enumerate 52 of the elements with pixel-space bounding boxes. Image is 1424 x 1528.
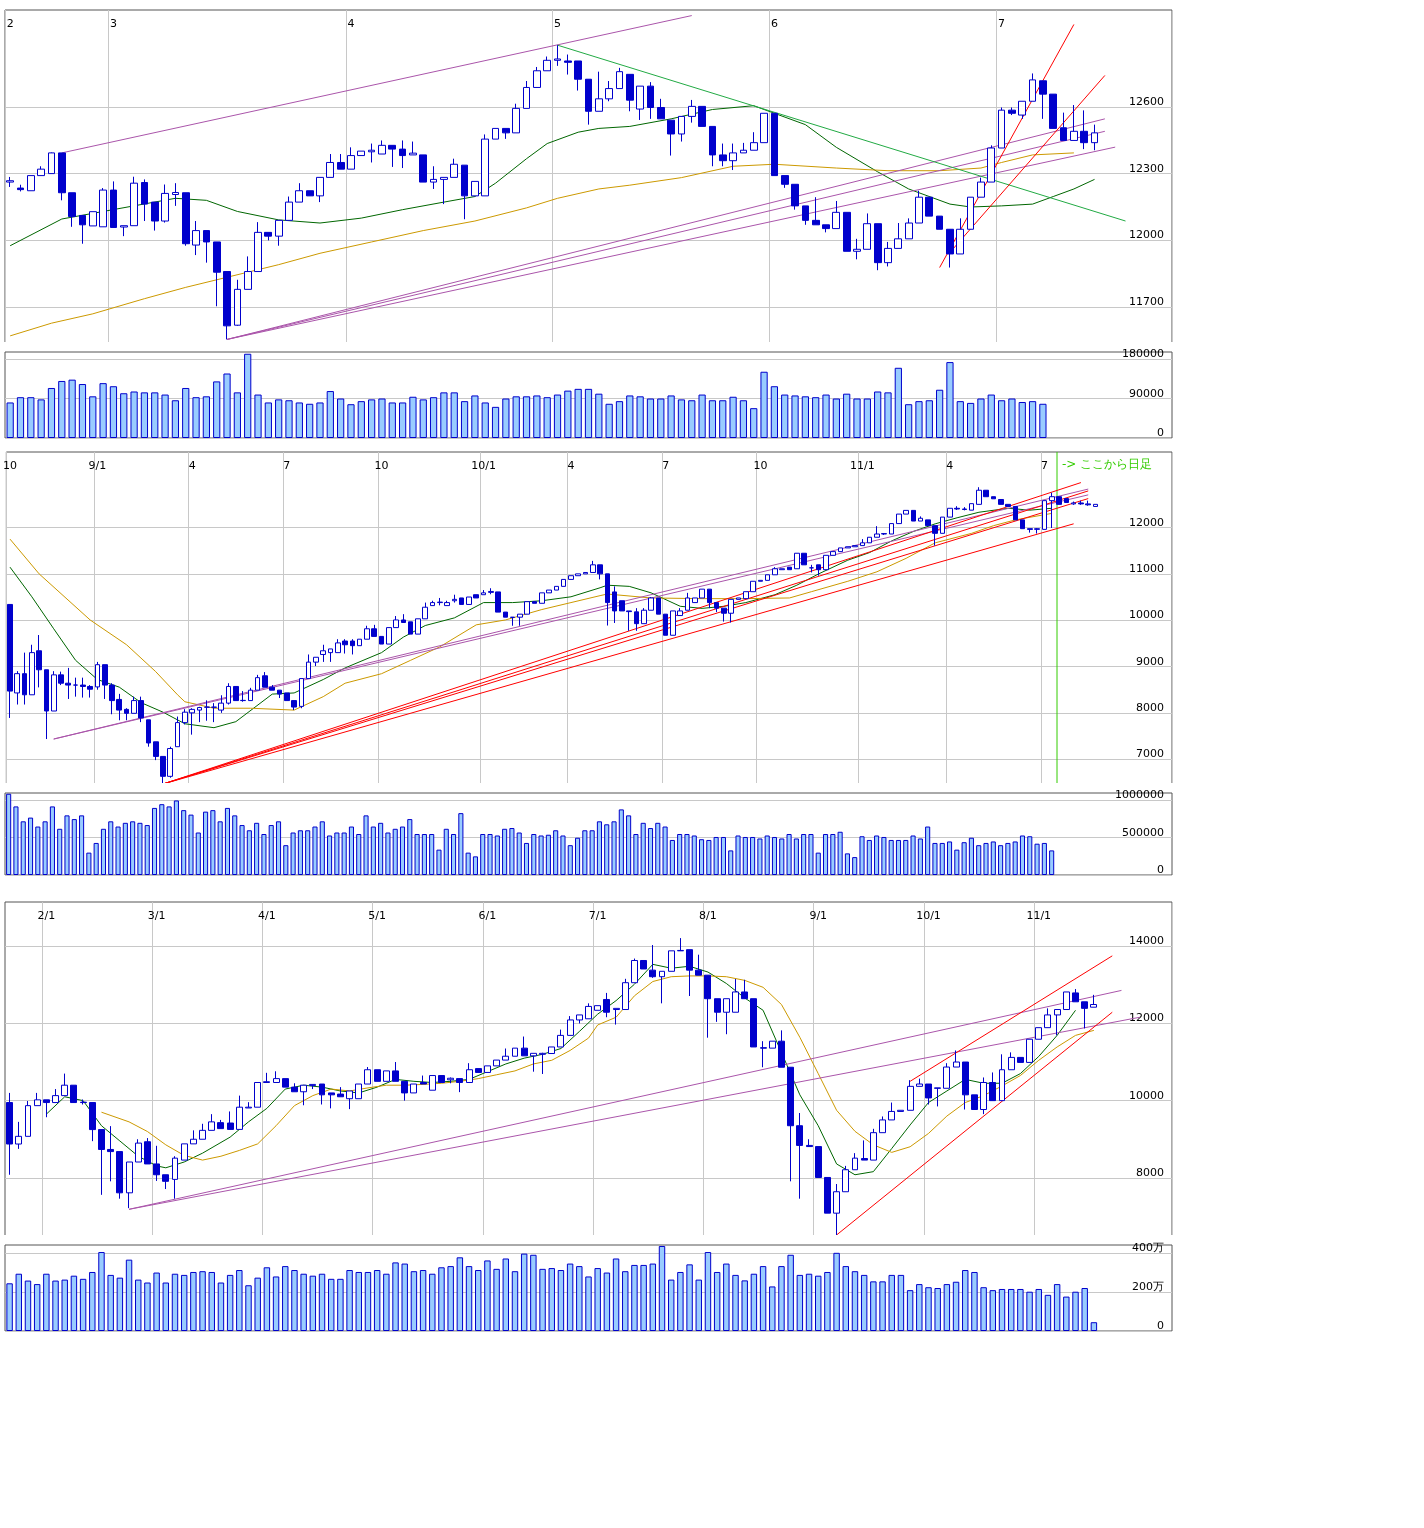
y-tick-label: 12000 (1129, 515, 1164, 529)
y-tick-label: 12300 (1129, 161, 1164, 175)
x-tick-label: 7 (662, 459, 670, 472)
x-tick-label: 8/1 (699, 909, 717, 922)
y-tick-label: 10000 (1129, 608, 1164, 622)
y-tick-label: 8000 (1136, 700, 1164, 714)
x-tick-label: 10 (2, 459, 17, 472)
annotation: -> ここから日足 (1062, 457, 1153, 471)
x-tick-label: 4 (946, 459, 954, 472)
y-tick-label: 180000 (1122, 347, 1164, 361)
y-tick-label: 12600 (1129, 94, 1164, 108)
x-tick-label: 9/1 (809, 909, 828, 922)
x-tick-label: 3 (109, 17, 117, 30)
x-tick-label: 5/1 (368, 909, 387, 922)
x-tick-label: 5 (554, 17, 562, 30)
x-tick-label: 10/1 (471, 459, 496, 472)
x-tick-label: 10 (753, 459, 768, 472)
y-tick-label: 0 (1157, 863, 1164, 876)
x-tick-label: 2 (6, 17, 14, 30)
x-tick-label: 7 (998, 17, 1006, 30)
x-tick-label: 9/1 (88, 459, 107, 472)
y-tick-label: 12000 (1129, 228, 1164, 242)
y-tick-label: 0 (1157, 1319, 1164, 1332)
x-tick-label: 2/1 (37, 909, 56, 922)
y-tick-label: 400万 (1132, 1240, 1164, 1254)
x-tick-label: 3/1 (147, 909, 166, 922)
y-tick-label: 12000 (1129, 1011, 1164, 1025)
y-tick-label: 14000 (1129, 934, 1164, 948)
y-tick-label: 0 (1157, 426, 1164, 439)
x-tick-label: 10 (374, 459, 389, 472)
x-tick-label: 11/1 (1026, 909, 1052, 922)
y-tick-label: 500000 (1122, 825, 1164, 839)
x-tick-label: 6 (770, 17, 778, 30)
y-tick-label: 200万 (1132, 1279, 1164, 1293)
x-tick-label: 4 (188, 459, 196, 472)
x-tick-label: 11/1 (850, 459, 875, 472)
x-tick-label: 4/1 (258, 909, 276, 922)
x-tick-label: 10/1 (916, 909, 941, 922)
y-tick-label: 90000 (1129, 386, 1164, 400)
y-tick-label: 10000 (1129, 1088, 1164, 1102)
x-tick-label: 7 (283, 459, 291, 472)
x-tick-label: 4 (567, 459, 575, 472)
y-tick-label: 11000 (1129, 561, 1164, 575)
y-tick-label: 1000000 (1115, 788, 1164, 802)
x-tick-label: 4 (347, 17, 355, 30)
y-tick-label: 8000 (1136, 1165, 1164, 1179)
x-tick-label: 7 (1041, 459, 1049, 472)
y-tick-label: 9000 (1136, 654, 1164, 668)
y-tick-label: 7000 (1136, 747, 1164, 761)
x-tick-label: 6/1 (478, 909, 497, 922)
x-tick-label: 7/1 (588, 909, 607, 922)
y-tick-label: 11700 (1129, 295, 1164, 309)
